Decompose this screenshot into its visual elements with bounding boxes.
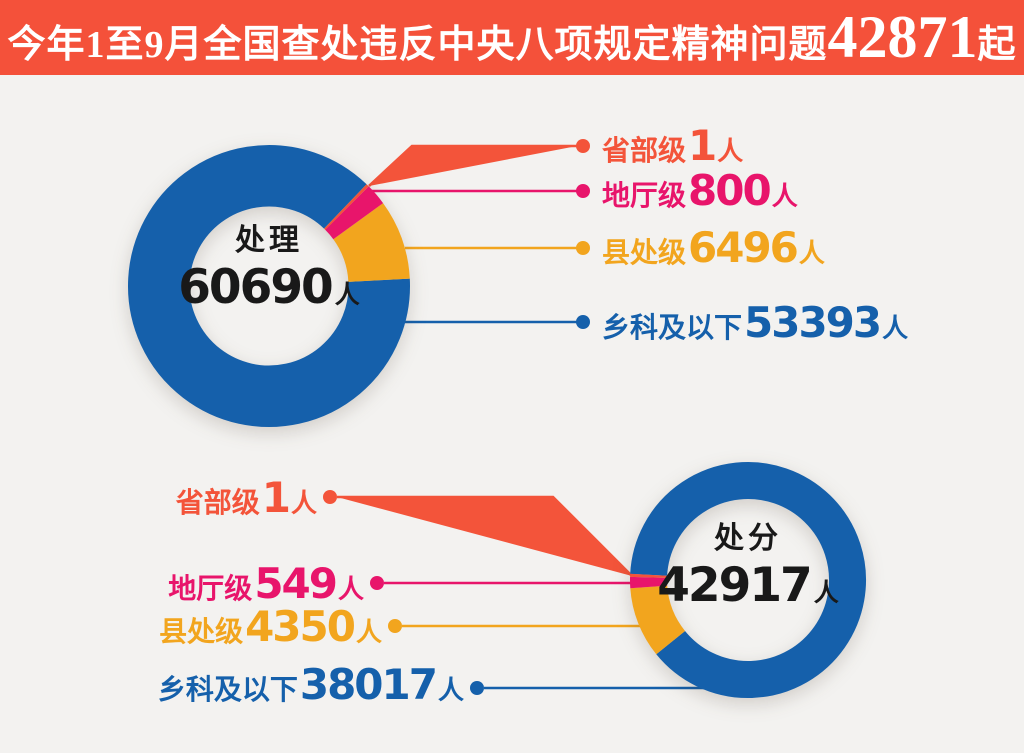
legend-unit: 人 (717, 137, 744, 167)
legend-unit: 人 (882, 314, 909, 344)
title-text-suffix: 起 (977, 24, 1017, 66)
center-unit: 人 (813, 578, 839, 607)
legend-label: 地厅级 (602, 179, 687, 212)
legend-item-bottom-ditingji: 地厅级 549 人 (168, 561, 364, 613)
donut-segment-县处级 (332, 203, 410, 283)
legend-item-bottom-xiangke: 乡科及以下 38017 人 (158, 662, 464, 714)
legend-item-bottom-shengbuji: 省部级 1 人 (176, 475, 317, 527)
legend-item-top-xianchuji: 县处级 6496 人 (602, 225, 825, 277)
legend-item-top-xiangke: 乡科及以下 53393 人 (602, 300, 908, 352)
donut-segment-县处级 (630, 585, 686, 655)
legend-value: 1 (688, 121, 717, 170)
legend-unit: 人 (337, 575, 364, 605)
leader-dot-bottom-ditingji (370, 576, 384, 590)
legend-value: 549 (254, 559, 338, 608)
donut-segment-乡科及以下 (630, 462, 866, 698)
leader-dot-top-ditingji (576, 184, 590, 198)
center-unit: 人 (334, 280, 360, 309)
leader-dot-bottom-xianchuji (388, 619, 402, 633)
title-bar: 今年1至9月全国查处违反中央八项规定精神问题42871起 (0, 0, 1024, 75)
title-number: 42871 (827, 4, 978, 70)
legend-value: 6496 (688, 223, 799, 272)
donut-segment-乡科及以下 (128, 145, 410, 427)
center-word: 处理 (235, 223, 303, 258)
leader-dot-bottom-xiangke (470, 681, 484, 695)
leader-dot-top-shengbuji (576, 139, 590, 153)
center-word: 处分 (714, 521, 782, 556)
legend-label: 县处级 (159, 615, 244, 648)
center-total: 42917 人 (657, 558, 839, 613)
legend-item-top-shengbuji: 省部级 1 人 (602, 123, 743, 175)
legend-unit: 人 (355, 618, 382, 648)
leader-dot-top-xiangke (576, 315, 590, 329)
legend-item-top-ditingji: 地厅级 800 人 (602, 168, 798, 220)
legend-unit: 人 (437, 676, 464, 706)
legend-label: 省部级 (175, 486, 260, 519)
legend-value: 800 (688, 166, 772, 215)
donut-chart-chuli (128, 145, 410, 427)
legend-item-bottom-xianchuji: 县处级 4350 人 (159, 604, 382, 656)
leader-dot-bottom-shengbuji (323, 490, 337, 504)
donut-segment-地厅级 (324, 186, 384, 240)
donut-center-label-chuli: 处理 60690 人 (159, 222, 379, 323)
leader-line-bottom-shengbuji (337, 495, 633, 577)
legend-label: 省部级 (602, 134, 687, 167)
legend-label: 地厅级 (168, 572, 253, 605)
title-text-prefix: 今年1至9月全国查处违反中央八项规定精神问题 (7, 24, 828, 66)
legend-label: 乡科及以下 (602, 311, 743, 344)
legend-unit: 人 (290, 489, 317, 519)
legend-value: 1 (261, 473, 291, 522)
donut-center-label-chufen: 处分 42917 人 (638, 520, 858, 621)
center-total: 60690 人 (178, 260, 360, 315)
leader-line-top-shengbuji (368, 144, 577, 187)
donut-segment-省部级 (324, 184, 369, 230)
donut-chart-chufen (629, 462, 866, 698)
legend-value: 38017 (299, 660, 438, 709)
legend-value: 4350 (245, 602, 356, 651)
legend-label: 乡科及以下 (157, 673, 298, 706)
legend-unit: 人 (771, 182, 798, 212)
leader-dot-top-xianchuji (576, 241, 590, 255)
legend-unit: 人 (798, 239, 825, 269)
legend-value: 53393 (744, 298, 882, 347)
legend-label: 县处级 (602, 236, 687, 269)
